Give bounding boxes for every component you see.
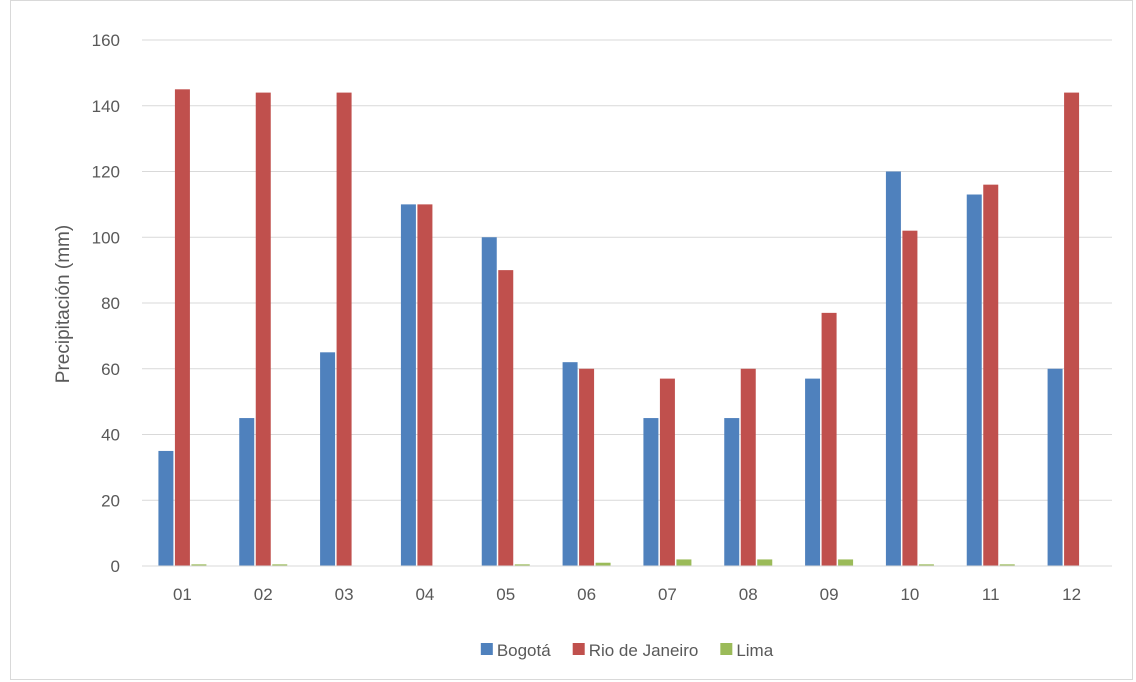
bar-bogot--10 [885,171,901,566]
legend-swatch [572,643,585,655]
bar-lima-07 [676,559,692,566]
y-tick-label: 160 [92,31,120,50]
bar-bogot--11 [966,194,982,566]
bar-rio-de-janeiro-12 [1064,92,1080,566]
y-tick-label: 0 [111,557,120,576]
y-tick-label: 40 [101,426,120,445]
bar-bogot--07 [643,418,659,566]
legend-swatch [720,643,733,655]
bar-bogot--02 [239,418,255,566]
bar-rio-de-janeiro-11 [983,184,999,566]
bar-bogot--03 [320,352,336,566]
bar-bogot--12 [1047,368,1063,566]
x-tick-label: 10 [900,585,919,604]
y-tick-label: 20 [101,491,120,510]
bar-rio-de-janeiro-09 [821,312,837,566]
y-tick-label: 60 [101,360,120,379]
bar-rio-de-janeiro-08 [740,368,756,566]
y-tick-label: 140 [92,97,120,116]
legend-item: Rio de Janeiro [572,641,699,660]
bar-rio-de-janeiro-05 [498,270,514,566]
x-tick-label: 12 [1062,585,1081,604]
legend-label: Bogotá [497,641,551,660]
y-tick-label: 80 [101,294,120,313]
bars [158,89,1080,567]
bar-lima-01 [191,564,207,566]
x-tick-label: 11 [982,585,1000,604]
bar-rio-de-janeiro-07 [659,378,675,566]
bar-lima-09 [838,559,854,566]
bar-rio-de-janeiro-03 [336,92,352,566]
legend-label: Rio de Janeiro [589,641,699,660]
bar-lima-11 [999,564,1015,566]
bar-lima-08 [757,559,773,566]
x-tick-label: 05 [496,585,515,604]
y-tick-label: 120 [92,163,120,182]
bar-lima-10 [918,564,934,566]
bar-rio-de-janeiro-06 [579,368,595,566]
x-tick-label: 09 [820,585,839,604]
x-tick-label: 06 [577,585,596,604]
x-tick-label: 07 [658,585,677,604]
bar-bogot--05 [481,237,497,566]
bar-lima-02 [272,564,288,566]
bar-rio-de-janeiro-04 [417,204,433,566]
bar-bogot--04 [400,204,416,566]
bar-lima-06 [595,562,611,566]
bar-rio-de-janeiro-02 [255,92,271,566]
bar-rio-de-janeiro-01 [174,89,190,566]
x-tick-label: 01 [173,585,192,604]
x-tick-label: 02 [254,585,273,604]
x-axis-ticks: 01 02 03 04 05 06 07 08 09 10 11 12 [173,585,1081,604]
bar-bogot--01 [158,450,174,566]
bar-bogot--06 [562,362,578,566]
x-tick-label: 04 [415,585,434,604]
bar-bogot--08 [724,418,740,566]
y-tick-label: 100 [92,228,120,247]
bar-lima-05 [514,564,530,566]
legend: Bogotá Rio de Janeiro Lima [480,641,774,660]
gridlines [142,39,1112,501]
x-tick-label: 03 [335,585,354,604]
legend-item: Bogotá [480,641,551,660]
legend-label: Lima [736,641,773,660]
bar-rio-de-janeiro-10 [902,230,918,567]
x-tick-label: 08 [739,585,758,604]
chart-frame [10,0,1133,680]
legend-item: Lima [720,641,774,660]
bar-bogot--09 [805,378,821,566]
y-axis-ticks: 0 20 40 60 80 100 120 140 160 [92,31,120,576]
y-axis-title: Precipitación (mm) [53,225,74,383]
legend-swatch [480,643,493,655]
